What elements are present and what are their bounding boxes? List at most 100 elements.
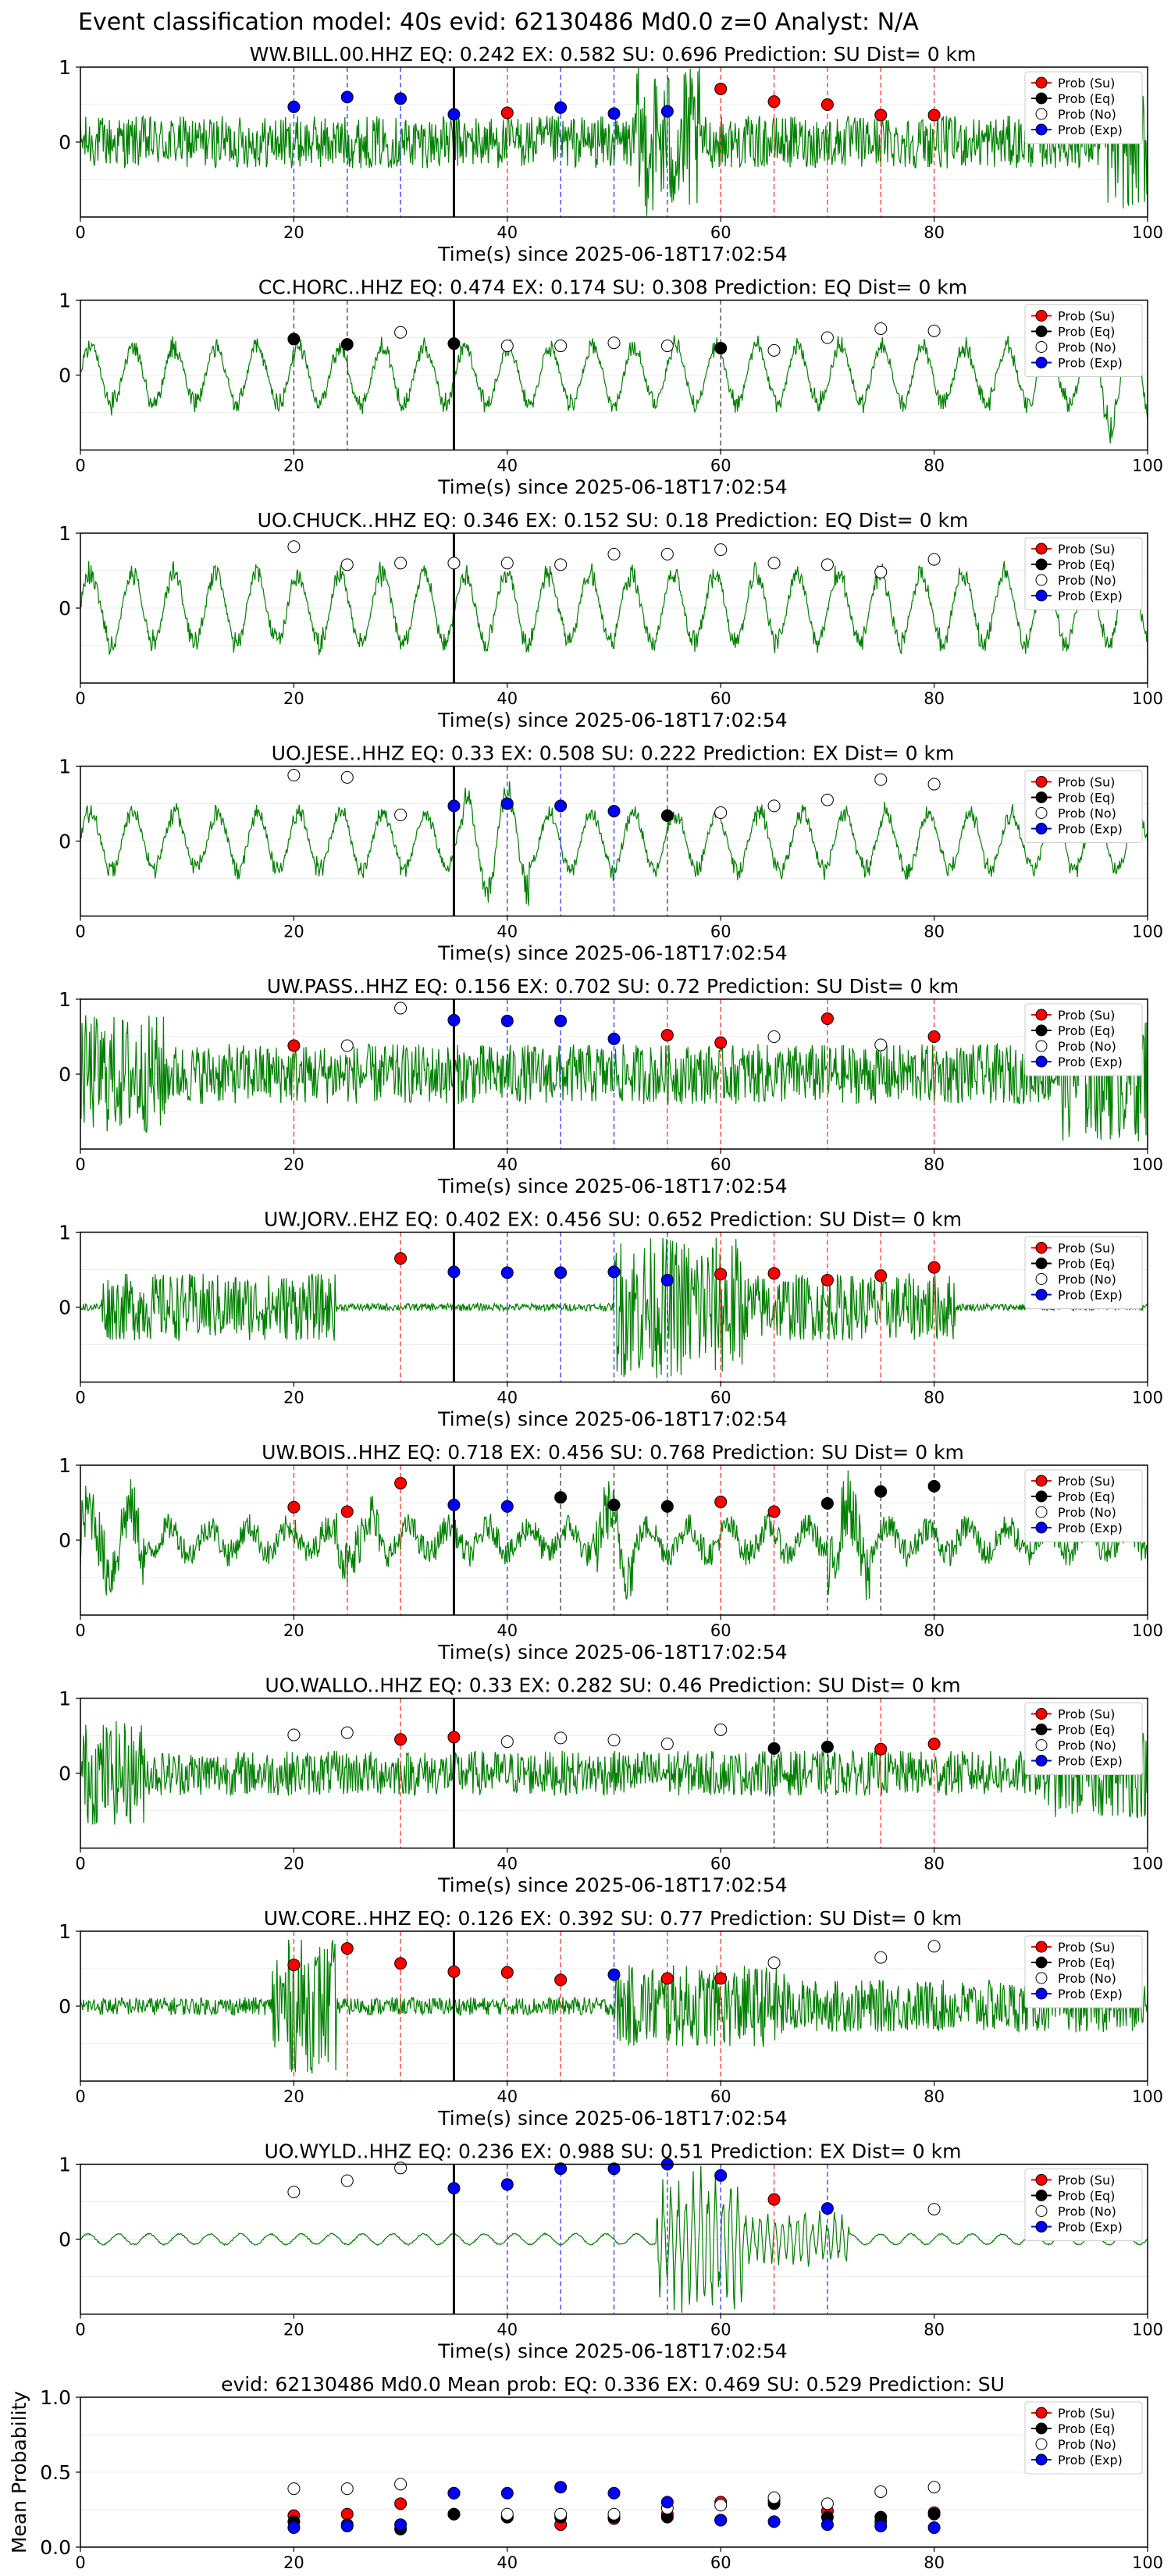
legend-marker-exp bbox=[1035, 1521, 1048, 1534]
legend-label-su: Prob (Su) bbox=[1058, 775, 1115, 790]
prob-marker bbox=[927, 1940, 941, 1953]
x-tick-label: 80 bbox=[924, 2321, 945, 2339]
mean-marker-exp bbox=[554, 2481, 568, 2494]
y-tick-label: 1 bbox=[59, 1454, 71, 1477]
prob-marker bbox=[394, 1733, 408, 1746]
legend-marker-su bbox=[1035, 1475, 1048, 1487]
prob-marker bbox=[820, 793, 834, 806]
x-tick-label: 40 bbox=[497, 689, 518, 708]
prob-marker bbox=[287, 333, 301, 346]
y-tick-label: 1 bbox=[59, 2154, 71, 2176]
prob-marker bbox=[554, 799, 568, 813]
legend-box-0 bbox=[1024, 71, 1143, 144]
prob-marker bbox=[287, 540, 301, 553]
legend-marker-no bbox=[1035, 807, 1048, 819]
mean-marker-exp bbox=[874, 2520, 888, 2533]
mean-marker-no bbox=[287, 2482, 301, 2496]
prob-marker bbox=[820, 1273, 834, 1286]
mean-marker-su bbox=[340, 2507, 354, 2521]
prob-marker bbox=[660, 340, 674, 353]
mean-marker-su bbox=[394, 2497, 408, 2510]
prob-marker bbox=[767, 557, 781, 570]
prob-marker bbox=[874, 1951, 888, 1964]
panel-title: UW.CORE..HHZ EQ: 0.126 EX: 0.392 SU: 0.7… bbox=[264, 1907, 963, 1930]
legend-label-su: Prob (Su) bbox=[1058, 1008, 1115, 1023]
prob-marker bbox=[500, 557, 514, 570]
legend-label-eq: Prob (Eq) bbox=[1058, 1723, 1115, 1738]
x-tick-label: 40 bbox=[497, 2321, 518, 2339]
x-tick-label: 60 bbox=[710, 457, 731, 475]
figure-suptitle: Event classification model: 40s evid: 62… bbox=[78, 9, 919, 36]
legend-label-su: Prob (Su) bbox=[1058, 76, 1115, 91]
prob-marker bbox=[927, 777, 941, 791]
prob-marker bbox=[767, 1742, 781, 1755]
x-axis-label: Time(s) since 2025-06-18T17:02:54 bbox=[437, 1408, 787, 1431]
legend-marker-no bbox=[1035, 1040, 1048, 1052]
prob-marker bbox=[607, 1498, 621, 1511]
x-tick-label: 80 bbox=[924, 689, 945, 708]
x-tick-label: 0 bbox=[75, 2553, 85, 2572]
legend-label-no: Prob (No) bbox=[1058, 1738, 1116, 1753]
y-tick-label: 1.0 bbox=[40, 2386, 71, 2409]
waveform-trace bbox=[80, 308, 1148, 444]
legend-marker-su bbox=[1035, 776, 1048, 788]
panel-title: WW.BILL.00.HHZ EQ: 0.242 EX: 0.582 SU: 0… bbox=[250, 43, 977, 66]
legend-label-su: Prob (Su) bbox=[1058, 1707, 1115, 1722]
x-tick-label: 40 bbox=[497, 1855, 518, 1873]
prob-marker bbox=[554, 340, 568, 353]
x-tick-label: 100 bbox=[1132, 923, 1163, 941]
x-tick-label: 100 bbox=[1132, 689, 1163, 708]
waveform-trace bbox=[80, 1720, 1148, 1825]
mean-marker-no bbox=[500, 2507, 514, 2521]
prob-marker bbox=[874, 1038, 888, 1051]
x-tick-label: 80 bbox=[924, 923, 945, 941]
prob-marker bbox=[500, 797, 514, 810]
prob-marker bbox=[767, 1505, 781, 1518]
x-tick-label: 40 bbox=[497, 2087, 518, 2106]
mean-marker-exp bbox=[500, 2486, 514, 2500]
legend-marker-exp bbox=[1035, 1755, 1048, 1767]
prob-marker bbox=[340, 1942, 354, 1955]
prob-marker bbox=[660, 1972, 674, 1985]
y-tick-label: 0 bbox=[59, 1763, 71, 1785]
prob-marker bbox=[874, 1485, 888, 1498]
legend-marker-su bbox=[1035, 76, 1048, 89]
panel-title: UO.WYLD..HHZ EQ: 0.236 EX: 0.988 SU: 0.5… bbox=[265, 2140, 962, 2163]
legend-label-su: Prob (Su) bbox=[1058, 1474, 1115, 1489]
legend-label-exp: Prob (Exp) bbox=[1058, 822, 1123, 837]
x-tick-label: 0 bbox=[75, 223, 85, 242]
legend-marker-eq bbox=[1035, 1490, 1048, 1503]
prob-marker bbox=[927, 553, 941, 566]
x-tick-label: 60 bbox=[710, 2087, 731, 2106]
prob-marker bbox=[554, 1014, 568, 1027]
prob-marker bbox=[820, 558, 834, 571]
legend-marker-su bbox=[1035, 2407, 1048, 2419]
y-tick-label: 0 bbox=[59, 2229, 71, 2251]
x-tick-label: 20 bbox=[283, 1621, 304, 1640]
prob-marker bbox=[500, 106, 514, 119]
x-tick-label: 100 bbox=[1132, 457, 1163, 475]
mean-marker-exp bbox=[340, 2520, 354, 2533]
prob-marker bbox=[607, 547, 621, 560]
prob-marker bbox=[447, 1265, 461, 1279]
prob-marker bbox=[447, 799, 461, 813]
x-axis-label: Time(s) since 2025-06-18T17:02:54 bbox=[437, 1175, 787, 1197]
mean-marker-exp bbox=[714, 2514, 728, 2527]
legend-marker-eq bbox=[1035, 1258, 1048, 1269]
prob-marker bbox=[554, 1491, 568, 1504]
prob-marker bbox=[447, 2182, 461, 2195]
x-tick-label: 80 bbox=[924, 457, 945, 475]
prob-marker bbox=[554, 2162, 568, 2176]
x-tick-label: 0 bbox=[75, 689, 85, 708]
x-tick-label: 0 bbox=[75, 1389, 85, 1407]
prob-marker bbox=[394, 1002, 408, 1015]
legend-label-su: Prob (Su) bbox=[1058, 1940, 1115, 1955]
legend-marker-no bbox=[1035, 1972, 1048, 1984]
legend-label-exp: Prob (Exp) bbox=[1058, 123, 1123, 137]
waveform-trace bbox=[80, 1007, 1148, 1142]
prob-marker bbox=[554, 558, 568, 571]
mean-marker-eq bbox=[447, 2507, 461, 2521]
legend-marker-eq bbox=[1035, 2422, 1048, 2435]
x-tick-label: 40 bbox=[497, 1389, 518, 1407]
